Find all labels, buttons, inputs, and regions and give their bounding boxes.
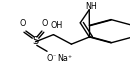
Text: O: O [42,19,48,28]
Text: S: S [32,36,39,46]
Text: ⁻: ⁻ [53,55,56,60]
Text: O: O [20,19,26,28]
Text: OH: OH [51,21,63,30]
Text: Na⁺: Na⁺ [57,54,73,63]
Text: NH: NH [85,2,97,11]
Text: O: O [46,54,53,63]
